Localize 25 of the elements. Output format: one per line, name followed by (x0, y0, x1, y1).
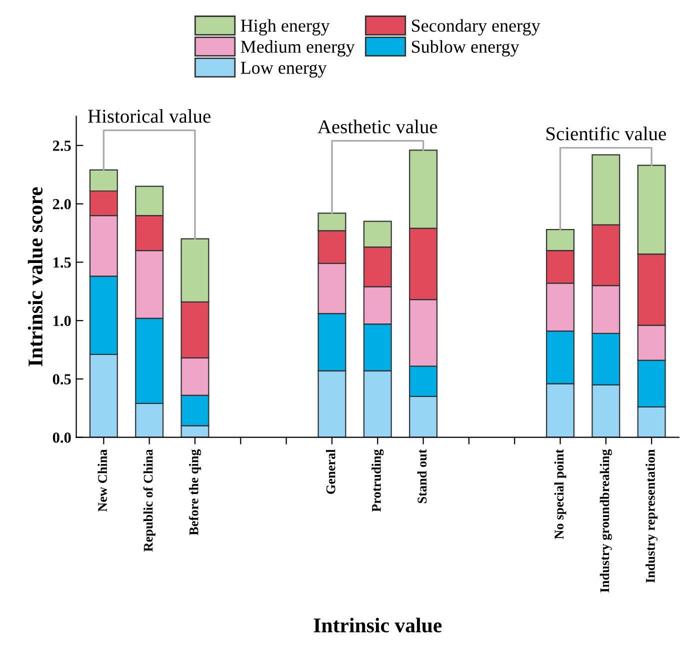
y-tick-label: 0.5 (52, 374, 71, 384)
x-tick-label: Protruding (372, 449, 384, 512)
annotation: Scientific value (546, 126, 666, 140)
legend-label: Medium energy (240, 40, 355, 57)
x-tick-label: Before the qing (188, 449, 202, 536)
x-tick-label: No special point (554, 449, 566, 540)
annotation: Historical value (88, 109, 210, 123)
x-axis-title: Intrinsic value (314, 618, 442, 632)
x-tick-label: General (326, 449, 336, 494)
y-tick-label: 0.0 (52, 432, 71, 443)
x-tick-label: Industry representation (646, 449, 658, 583)
annotation: Aesthetic value (318, 120, 438, 134)
y-tick-label: 1.5 (54, 257, 71, 268)
legend-label: Secondary energy (412, 19, 540, 36)
y-tick-label: 2.0 (52, 198, 71, 210)
y-tick-label: 2.5 (52, 140, 71, 151)
x-tick-label: Republic of China (143, 449, 156, 552)
legend-label: Sublow energy (412, 40, 520, 57)
y-axis-title: Intrinsic value score (28, 187, 43, 366)
legend-label: Low energy (240, 62, 327, 78)
x-tick-label: New China (98, 449, 107, 512)
legend-label: High energy (240, 19, 330, 36)
x-tick-label: Stand out (417, 449, 427, 504)
y-tick-label: 1.0 (54, 316, 71, 326)
x-tick-label: Industry groundbreaking (600, 449, 612, 592)
